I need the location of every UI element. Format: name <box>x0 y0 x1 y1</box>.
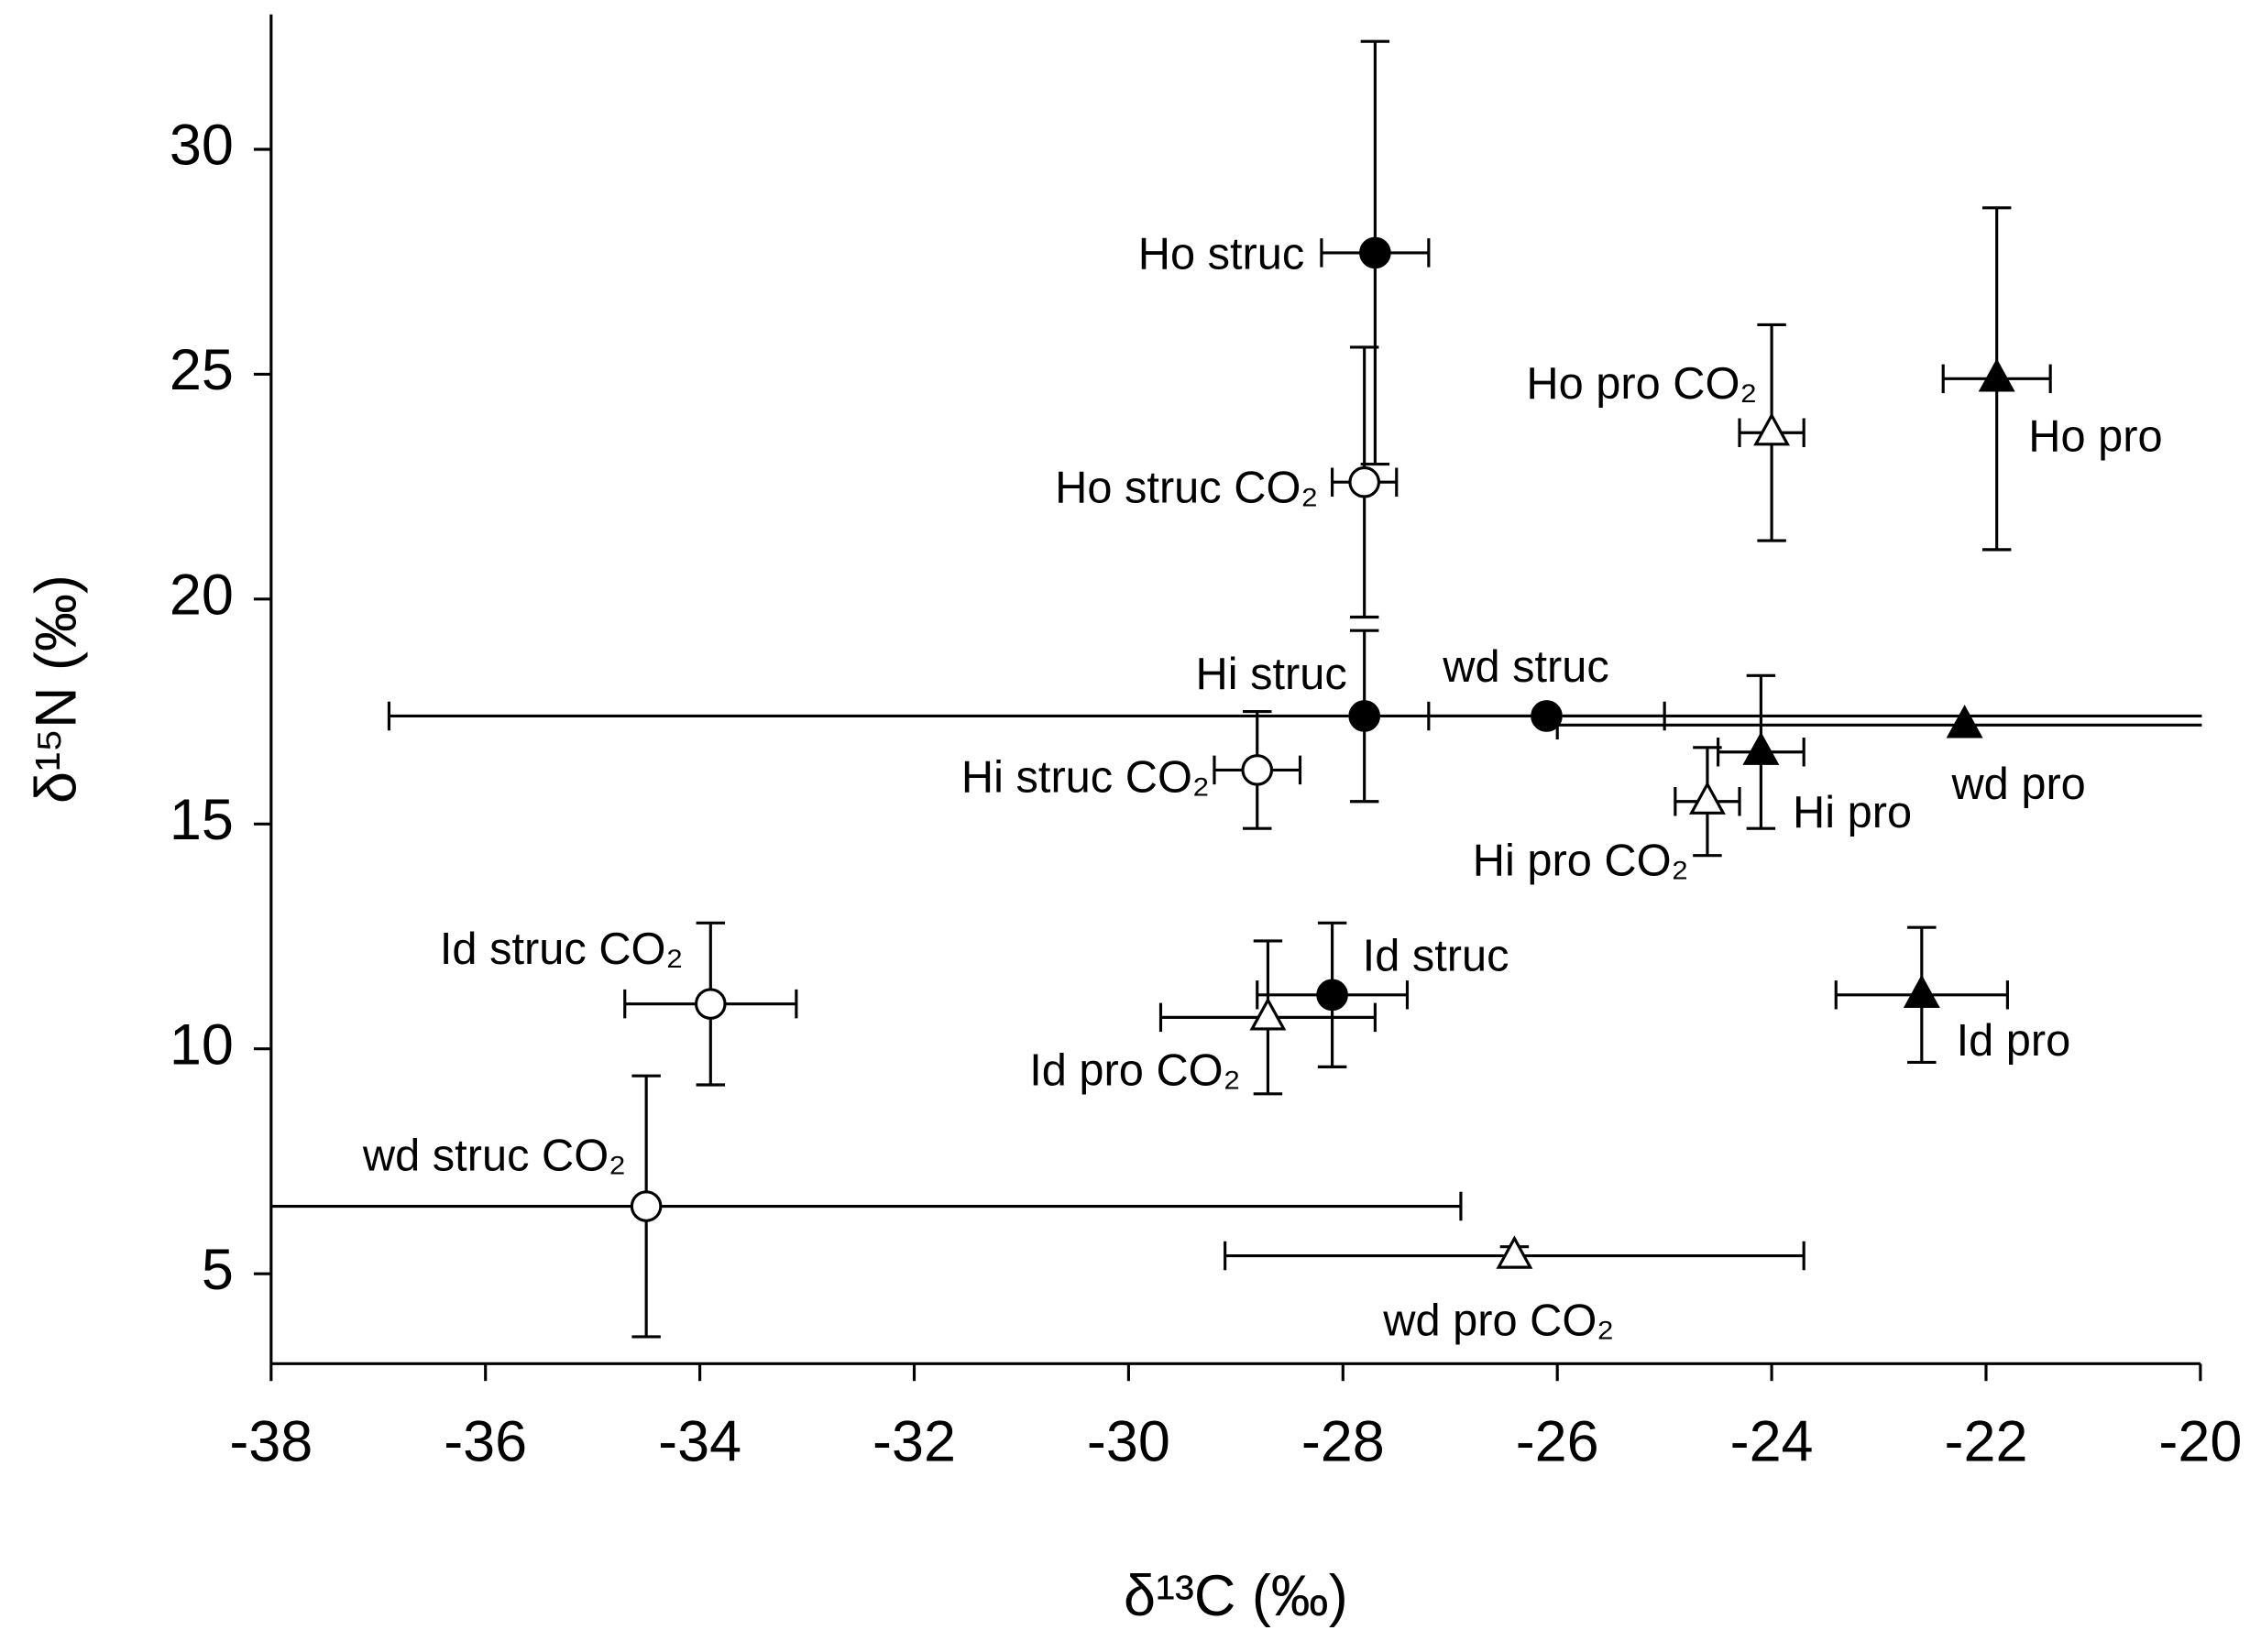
point-label: Hi struc CO₂ <box>961 752 1210 802</box>
point <box>1241 754 1274 786</box>
y-tick-label: 25 <box>170 338 234 402</box>
point-label: Id pro CO₂ <box>1029 1046 1240 1096</box>
point-label: Ho struc CO₂ <box>1055 464 1318 513</box>
x-tick-label: -22 <box>1945 1410 2028 1474</box>
plot-area <box>270 39 2202 1339</box>
point-label: Id struc <box>1363 931 1509 980</box>
point <box>1348 465 1380 498</box>
point-label: wd pro <box>1950 760 2085 809</box>
y-tick-label: 30 <box>170 114 234 178</box>
x-tick-label: -38 <box>229 1410 313 1474</box>
point <box>630 1190 663 1222</box>
point-label: Ho struc <box>1138 230 1305 279</box>
point-label: Ho pro <box>2028 411 2162 461</box>
point <box>1688 781 1726 815</box>
point <box>1348 700 1380 732</box>
point-label: Id struc CO₂ <box>440 924 684 974</box>
point <box>1359 236 1391 269</box>
point <box>1903 974 1940 1008</box>
x-tick-label: -30 <box>1087 1410 1170 1474</box>
point-label: Hi struc <box>1196 650 1347 699</box>
point <box>1249 997 1287 1031</box>
point-label: wd struc CO₂ <box>362 1132 626 1181</box>
point-label: Id pro <box>1957 1016 2071 1066</box>
y-axis-label: δ¹⁵N (‰) <box>25 574 89 804</box>
point-label: Hi pro CO₂ <box>1473 836 1689 885</box>
x-error-bar <box>270 1191 1463 1221</box>
point <box>694 988 727 1020</box>
x-tick-label: -28 <box>1301 1410 1385 1474</box>
x-tick-label: -36 <box>444 1410 527 1474</box>
point-label: Hi pro <box>1793 788 1912 837</box>
x-tick-label: -32 <box>873 1410 956 1474</box>
x-axis-label: δ¹³C (‰) <box>1124 1564 1348 1628</box>
point-label: wd pro CO₂ <box>1382 1296 1614 1345</box>
x-tick-label: -26 <box>1516 1410 1599 1474</box>
x-tick-label: -24 <box>1730 1410 1814 1474</box>
y-tick-label: 20 <box>170 563 234 627</box>
y-tick-label: 15 <box>170 788 234 852</box>
y-tick-label: 5 <box>202 1238 234 1302</box>
y-tick-label: 10 <box>170 1012 234 1077</box>
point-label: wd struc <box>1442 642 1609 692</box>
point <box>1742 731 1780 765</box>
point <box>1978 358 2015 392</box>
point <box>1531 700 1563 732</box>
x-tick-label: -34 <box>658 1410 741 1474</box>
point <box>1316 979 1348 1012</box>
point-label: Ho pro CO₂ <box>1526 359 1757 409</box>
point <box>1496 1235 1533 1269</box>
x-tick-label: -20 <box>2158 1410 2242 1474</box>
point <box>1753 412 1791 446</box>
point <box>1946 705 1983 738</box>
